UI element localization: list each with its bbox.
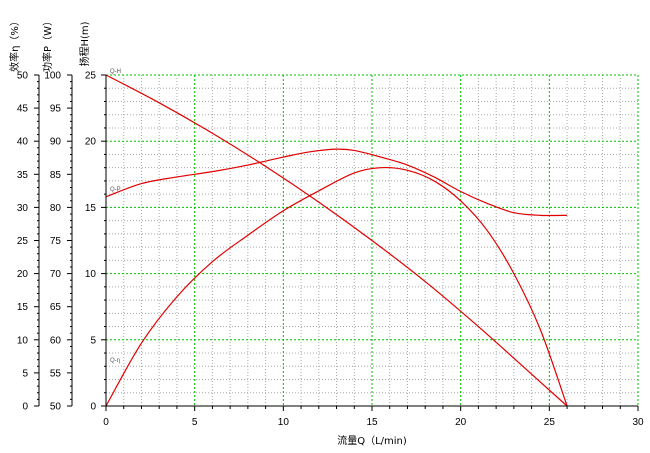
eff-tick-label: 10 [17,335,29,346]
x-tick-label: 15 [366,417,378,428]
power-tick-label: 90 [50,137,62,148]
eff-tick-label: 0 [22,402,28,413]
power-tick-label: 70 [50,269,62,280]
series-line-1 [105,148,568,217]
eff-tick-label: 45 [17,104,29,115]
minor-grid [106,75,638,406]
eff-tick-label: 35 [17,170,29,181]
power-tick-label: 95 [50,104,62,115]
head-tick-label: 15 [85,203,97,214]
power-tick-label: 80 [50,203,62,214]
head-tick-label: 0 [90,402,96,413]
eff-tick-label: 25 [17,236,29,247]
power-tick-label: 50 [50,402,62,413]
eff-tick-label: 50 [17,71,29,82]
x-tick-label: 20 [455,417,467,428]
series-label-1: Q-P [110,187,121,193]
x-tick-label: 25 [544,417,556,428]
power-axis-title: 功率P（W） [41,16,54,72]
x-tick-label: 10 [278,417,290,428]
x-axis-title: 流量Q（L/min) [337,434,407,447]
series-labels: Q-H Q-P Q-η [110,69,121,364]
head-tick-label: 20 [85,137,97,148]
head-axis-title: 扬程H(m) [78,21,91,66]
eff-tick-label: 40 [17,137,29,148]
series-label-2: Q-η [110,358,120,364]
series-layer [105,74,568,407]
efficiency-axis-title: 效率η（%） [8,16,21,72]
axes-layer: 0 5 10 15 20 25 300510152025303540455050556065… [17,71,644,429]
head-tick-label: 5 [90,335,96,346]
x-tick-label: 30 [632,417,644,428]
eff-tick-label: 20 [17,269,29,280]
x-tick-label: 0 [103,417,109,428]
eff-tick-label: 5 [22,368,28,379]
power-tick-label: 65 [50,302,62,313]
head-tick-label: 25 [85,71,97,82]
power-tick-label: 85 [50,170,62,181]
head-tick-label: 10 [85,269,97,280]
series-line-2 [105,166,568,407]
series-line-0 [105,74,568,407]
x-tick-label: 5 [192,417,198,428]
eff-tick-label: 15 [17,302,29,313]
eff-tick-label: 30 [17,203,29,214]
power-tick-label: 60 [50,335,62,346]
power-tick-label: 55 [50,368,62,379]
series-label-0: Q-H [110,69,121,75]
power-tick-label: 100 [44,71,61,82]
power-tick-label: 75 [50,236,62,247]
